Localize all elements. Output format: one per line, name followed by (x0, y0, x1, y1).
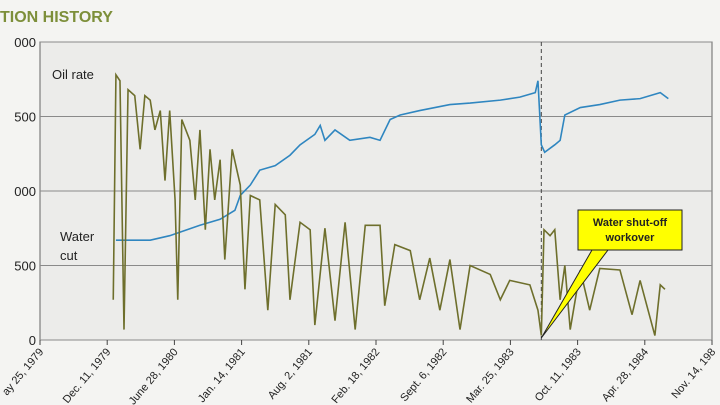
chart-title: TION HISTORY (0, 9, 113, 26)
y-tick-label: 500 (14, 110, 36, 125)
y-tick-label: 0 (29, 333, 36, 348)
water-label: cut (60, 248, 78, 263)
y-tick-label: 000 (14, 35, 36, 50)
callout-text: Water shut-off (593, 217, 667, 229)
y-tick-label: 500 (14, 259, 36, 274)
y-tick-label: 000 (14, 184, 36, 199)
oil-label: Oil rate (52, 67, 94, 82)
callout-text: workover (605, 232, 656, 244)
water-label: Water (60, 229, 95, 244)
series-line (115, 80, 669, 241)
series-line (112, 72, 666, 336)
callout-box (577, 209, 683, 251)
